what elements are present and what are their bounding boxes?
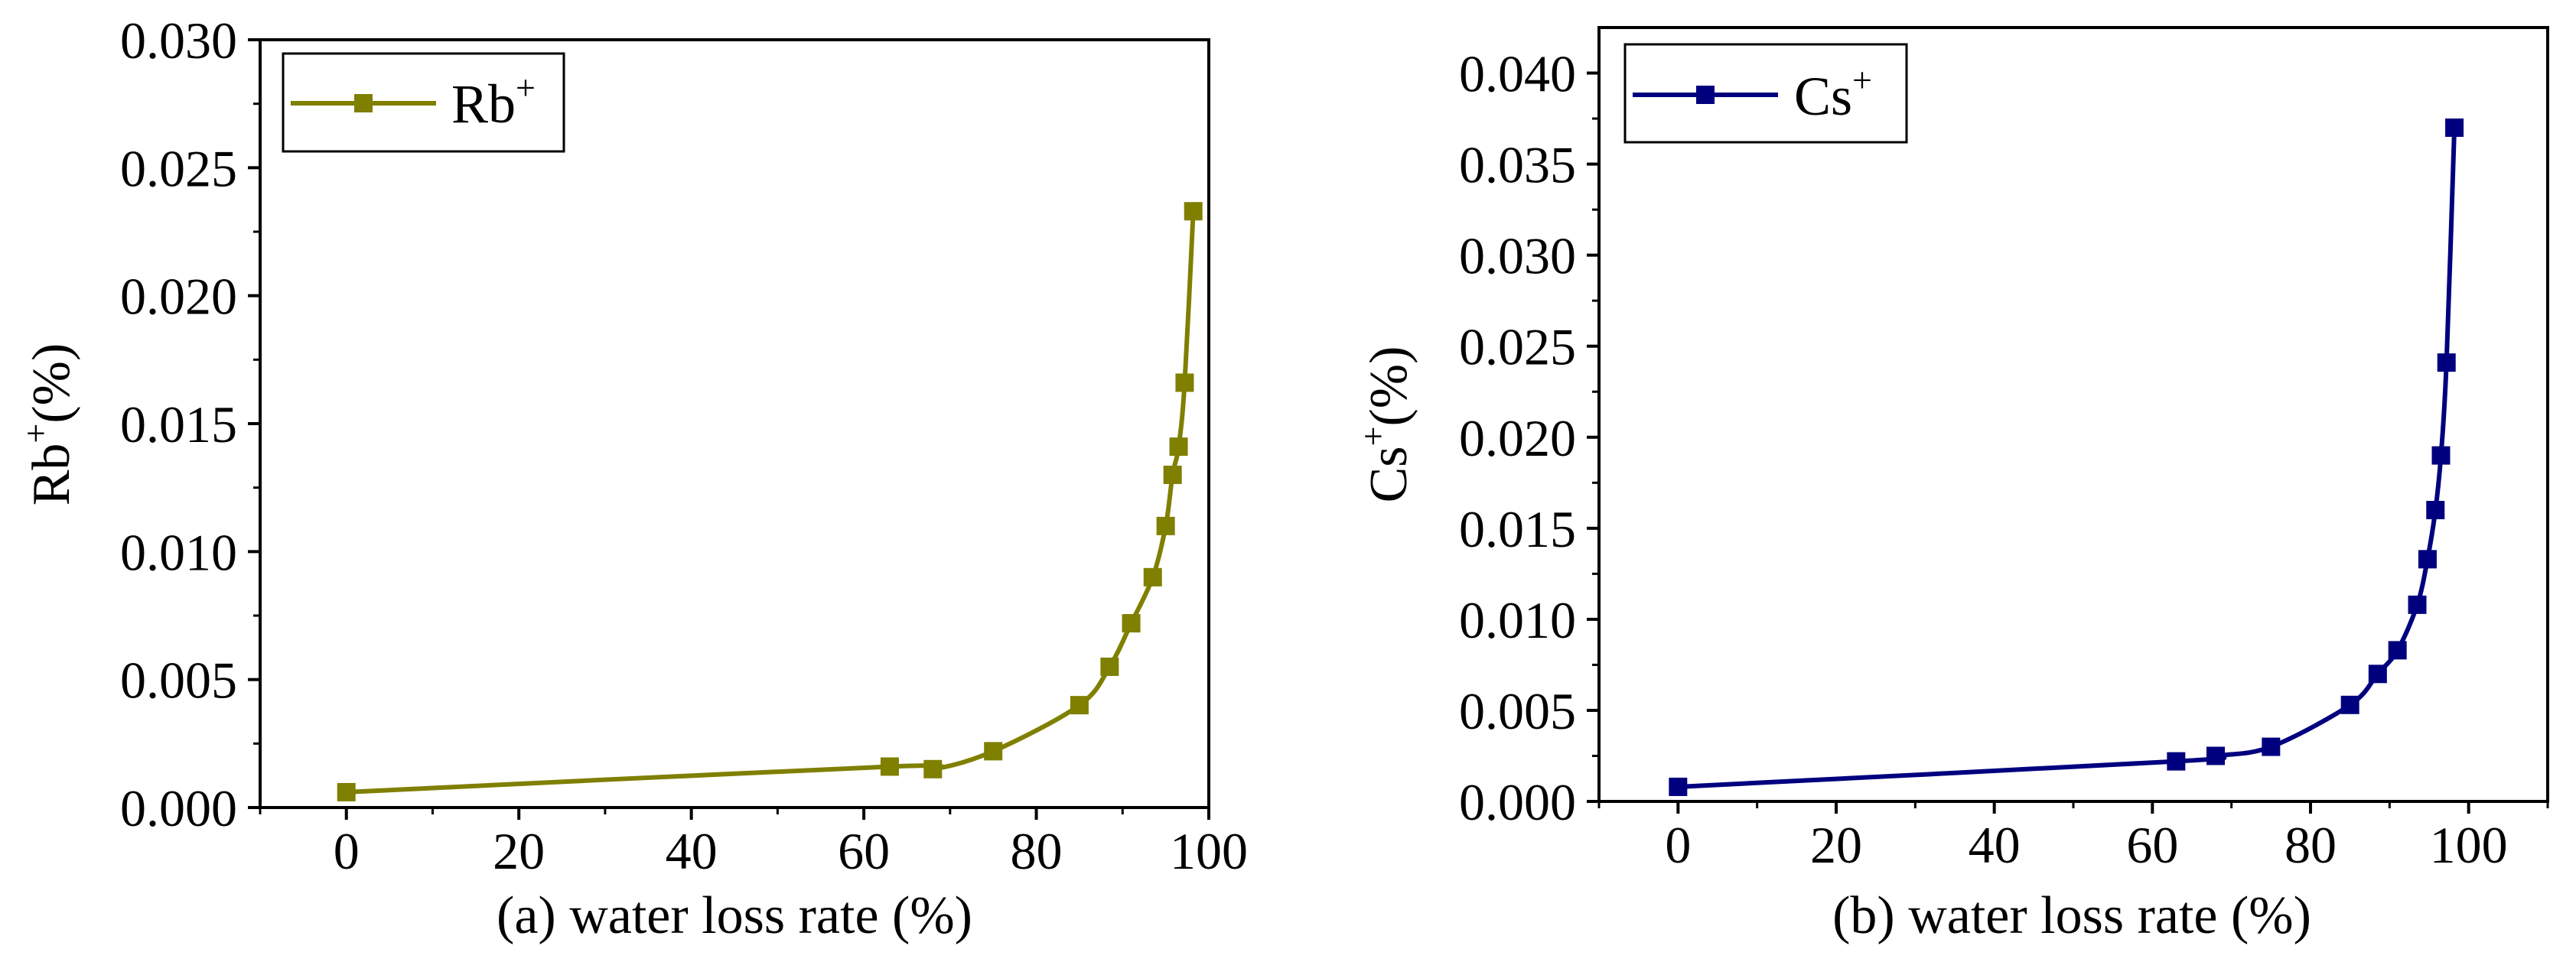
x-tick-label: 40 [666,822,718,880]
data-point [984,742,1003,761]
plot-frame [259,38,1210,809]
x-tick-label: 80 [2285,816,2337,874]
y-tick-label: 0.000 [120,779,237,837]
x-tick-label: 100 [1170,822,1248,880]
y-axis-ticks: 0.000 0.005 0.010 0.015 0.020 0.025 0.030 [120,11,260,837]
y-tick-label: 0.015 [120,395,237,453]
data-point [1169,437,1188,457]
y-tick-label: 0.005 [1459,682,1576,740]
x-tick-label: 40 [1969,816,2021,874]
data-point [923,759,943,778]
x-axis-label: (b) water loss rate (%) [1832,886,2311,945]
series-line [1678,127,2457,789]
chart-panel-b: 0 20 40 60 80 100 0.0000.0050.0100.0150.0200.… [1353,26,2549,945]
data-point [1163,465,1182,484]
data-point [1175,373,1194,392]
data-point [1143,567,1162,587]
data-point [1156,516,1175,535]
x-tick-label: 100 [2430,816,2508,874]
y-tick-label: 0.020 [1459,409,1576,467]
y-axis-label: Cs+(%) [1353,346,1418,503]
series-line [346,211,1196,795]
chart-panel-a: 0 20 40 60 80 100 0.0000.0050.0100.0150.0200.… [16,11,1248,945]
x-tick-label: 0 [334,822,360,880]
y-tick-label: 0.010 [120,523,237,581]
data-point [880,757,899,776]
data-point [1100,657,1119,676]
x-axis-ticks: 0 20 40 60 80 100 [1597,801,2549,874]
legend-marker [1696,86,1715,104]
data-point [2445,118,2464,137]
y-tick-label: 0.015 [1459,500,1576,558]
x-tick-label: 60 [838,822,890,880]
data-point [2167,752,2186,771]
y-tick-label: 0.025 [120,139,237,197]
data-point [2408,595,2427,614]
data-point [1122,614,1141,633]
x-axis-label: (a) water loss rate (%) [497,886,972,945]
legend: Cs+ [1623,43,1908,144]
x-tick-label: 60 [2126,816,2178,874]
y-axis-ticks: 0.000 0.005 0.010 0.015 0.020 0.025 0.030 0.035… [1459,45,1599,831]
data-point [2340,695,2359,714]
data-point [2431,446,2451,465]
data-point [2426,501,2445,520]
y-axis-label: Rb+(%) [16,343,81,506]
data-point [2206,746,2225,765]
y-tick-label: 0.000 [1459,773,1576,831]
data-point [1070,696,1089,715]
data-point [337,782,356,801]
x-tick-label: 20 [1810,816,1862,874]
data-point [2418,550,2437,569]
y-tick-label: 0.035 [1459,136,1576,194]
y-tick-label: 0.020 [120,268,237,326]
series-cs [1669,118,2464,796]
x-tick-label: 80 [1011,822,1063,880]
x-tick-label: 20 [493,822,545,880]
legend-label: Cs+ [1794,60,1872,127]
data-point [2368,665,2387,684]
data-point [2262,737,2281,756]
y-tick-label: 0.040 [1459,45,1576,103]
y-tick-label: 0.030 [120,11,237,70]
legend-label: Rb+ [451,68,536,135]
data-point [1184,202,1203,221]
legend-marker [354,94,373,112]
y-tick-label: 0.005 [120,652,237,710]
y-tick-label: 0.010 [1459,591,1576,649]
legend: Rb+ [282,52,565,153]
data-point [2388,641,2407,660]
data-point [2437,353,2456,372]
y-tick-label: 0.030 [1459,227,1576,285]
plot-frame [1597,26,2549,803]
y-tick-label: 0.025 [1459,318,1576,376]
x-tick-label: 0 [1665,816,1691,874]
x-axis-ticks: 0 20 40 60 80 100 [259,808,1248,880]
series-rb [337,202,1203,801]
data-point [1669,777,1688,796]
